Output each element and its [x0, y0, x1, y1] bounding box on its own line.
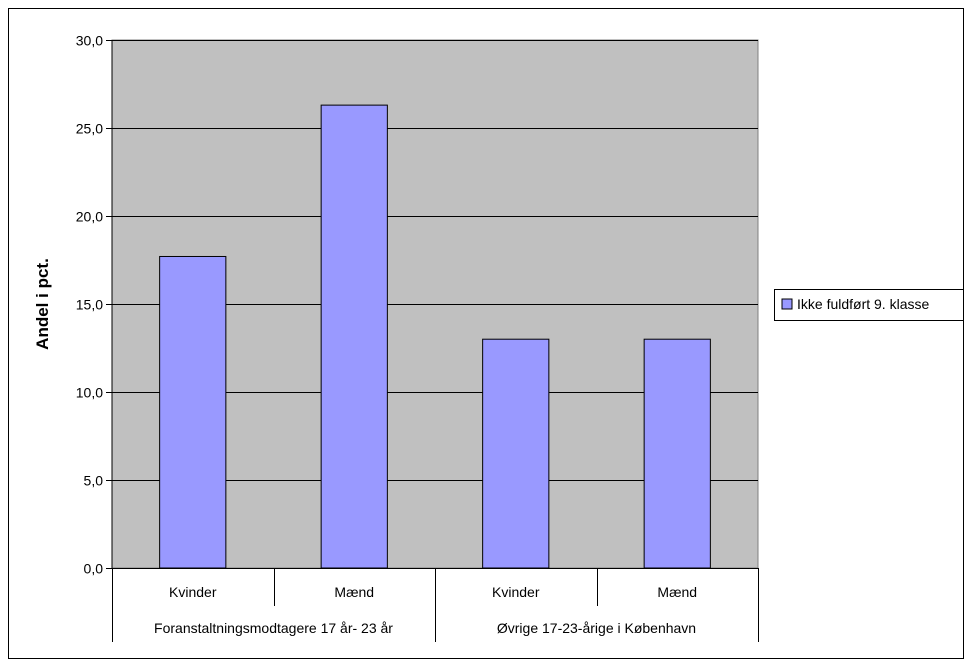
- x-axis: Kvinder Mænd Kvinder Mænd Foranstaltningsmod…: [112, 568, 759, 642]
- bar: [482, 338, 550, 569]
- y-tick-label: 25,0: [76, 121, 103, 137]
- y-tick-label: 20,0: [76, 209, 103, 225]
- y-tick-label: 10,0: [76, 385, 103, 401]
- y-tick-label: 5,0: [84, 473, 104, 489]
- x-category-label: Kvinder: [169, 584, 217, 600]
- y-ticks: 0,0 5,0 10,0 15,0 20,0 25,0 30,0: [76, 33, 112, 577]
- x-group-label: Foranstaltningsmodtagere 17 år- 23 år: [154, 620, 393, 636]
- bar: [320, 104, 388, 569]
- legend: Ikke fuldført 9. klasse: [774, 289, 964, 321]
- legend-box: [774, 289, 964, 321]
- legend-swatch: [781, 298, 793, 310]
- bar: [643, 338, 711, 569]
- bar: [159, 255, 227, 569]
- x-category-label: Mænd: [657, 584, 697, 600]
- y-tick-label: 0,0: [84, 561, 104, 577]
- bars: [159, 104, 711, 569]
- y-tick-label: 15,0: [76, 297, 103, 313]
- y-tick-label: 30,0: [76, 33, 103, 49]
- x-category-label: Mænd: [334, 584, 374, 600]
- x-group-label: Øvrige 17-23-årige i København: [497, 620, 696, 636]
- y-axis-title: Andel i pct.: [33, 258, 52, 350]
- x-category-label: Kvinder: [492, 584, 540, 600]
- legend-label: Ikke fuldført 9. klasse: [797, 296, 929, 312]
